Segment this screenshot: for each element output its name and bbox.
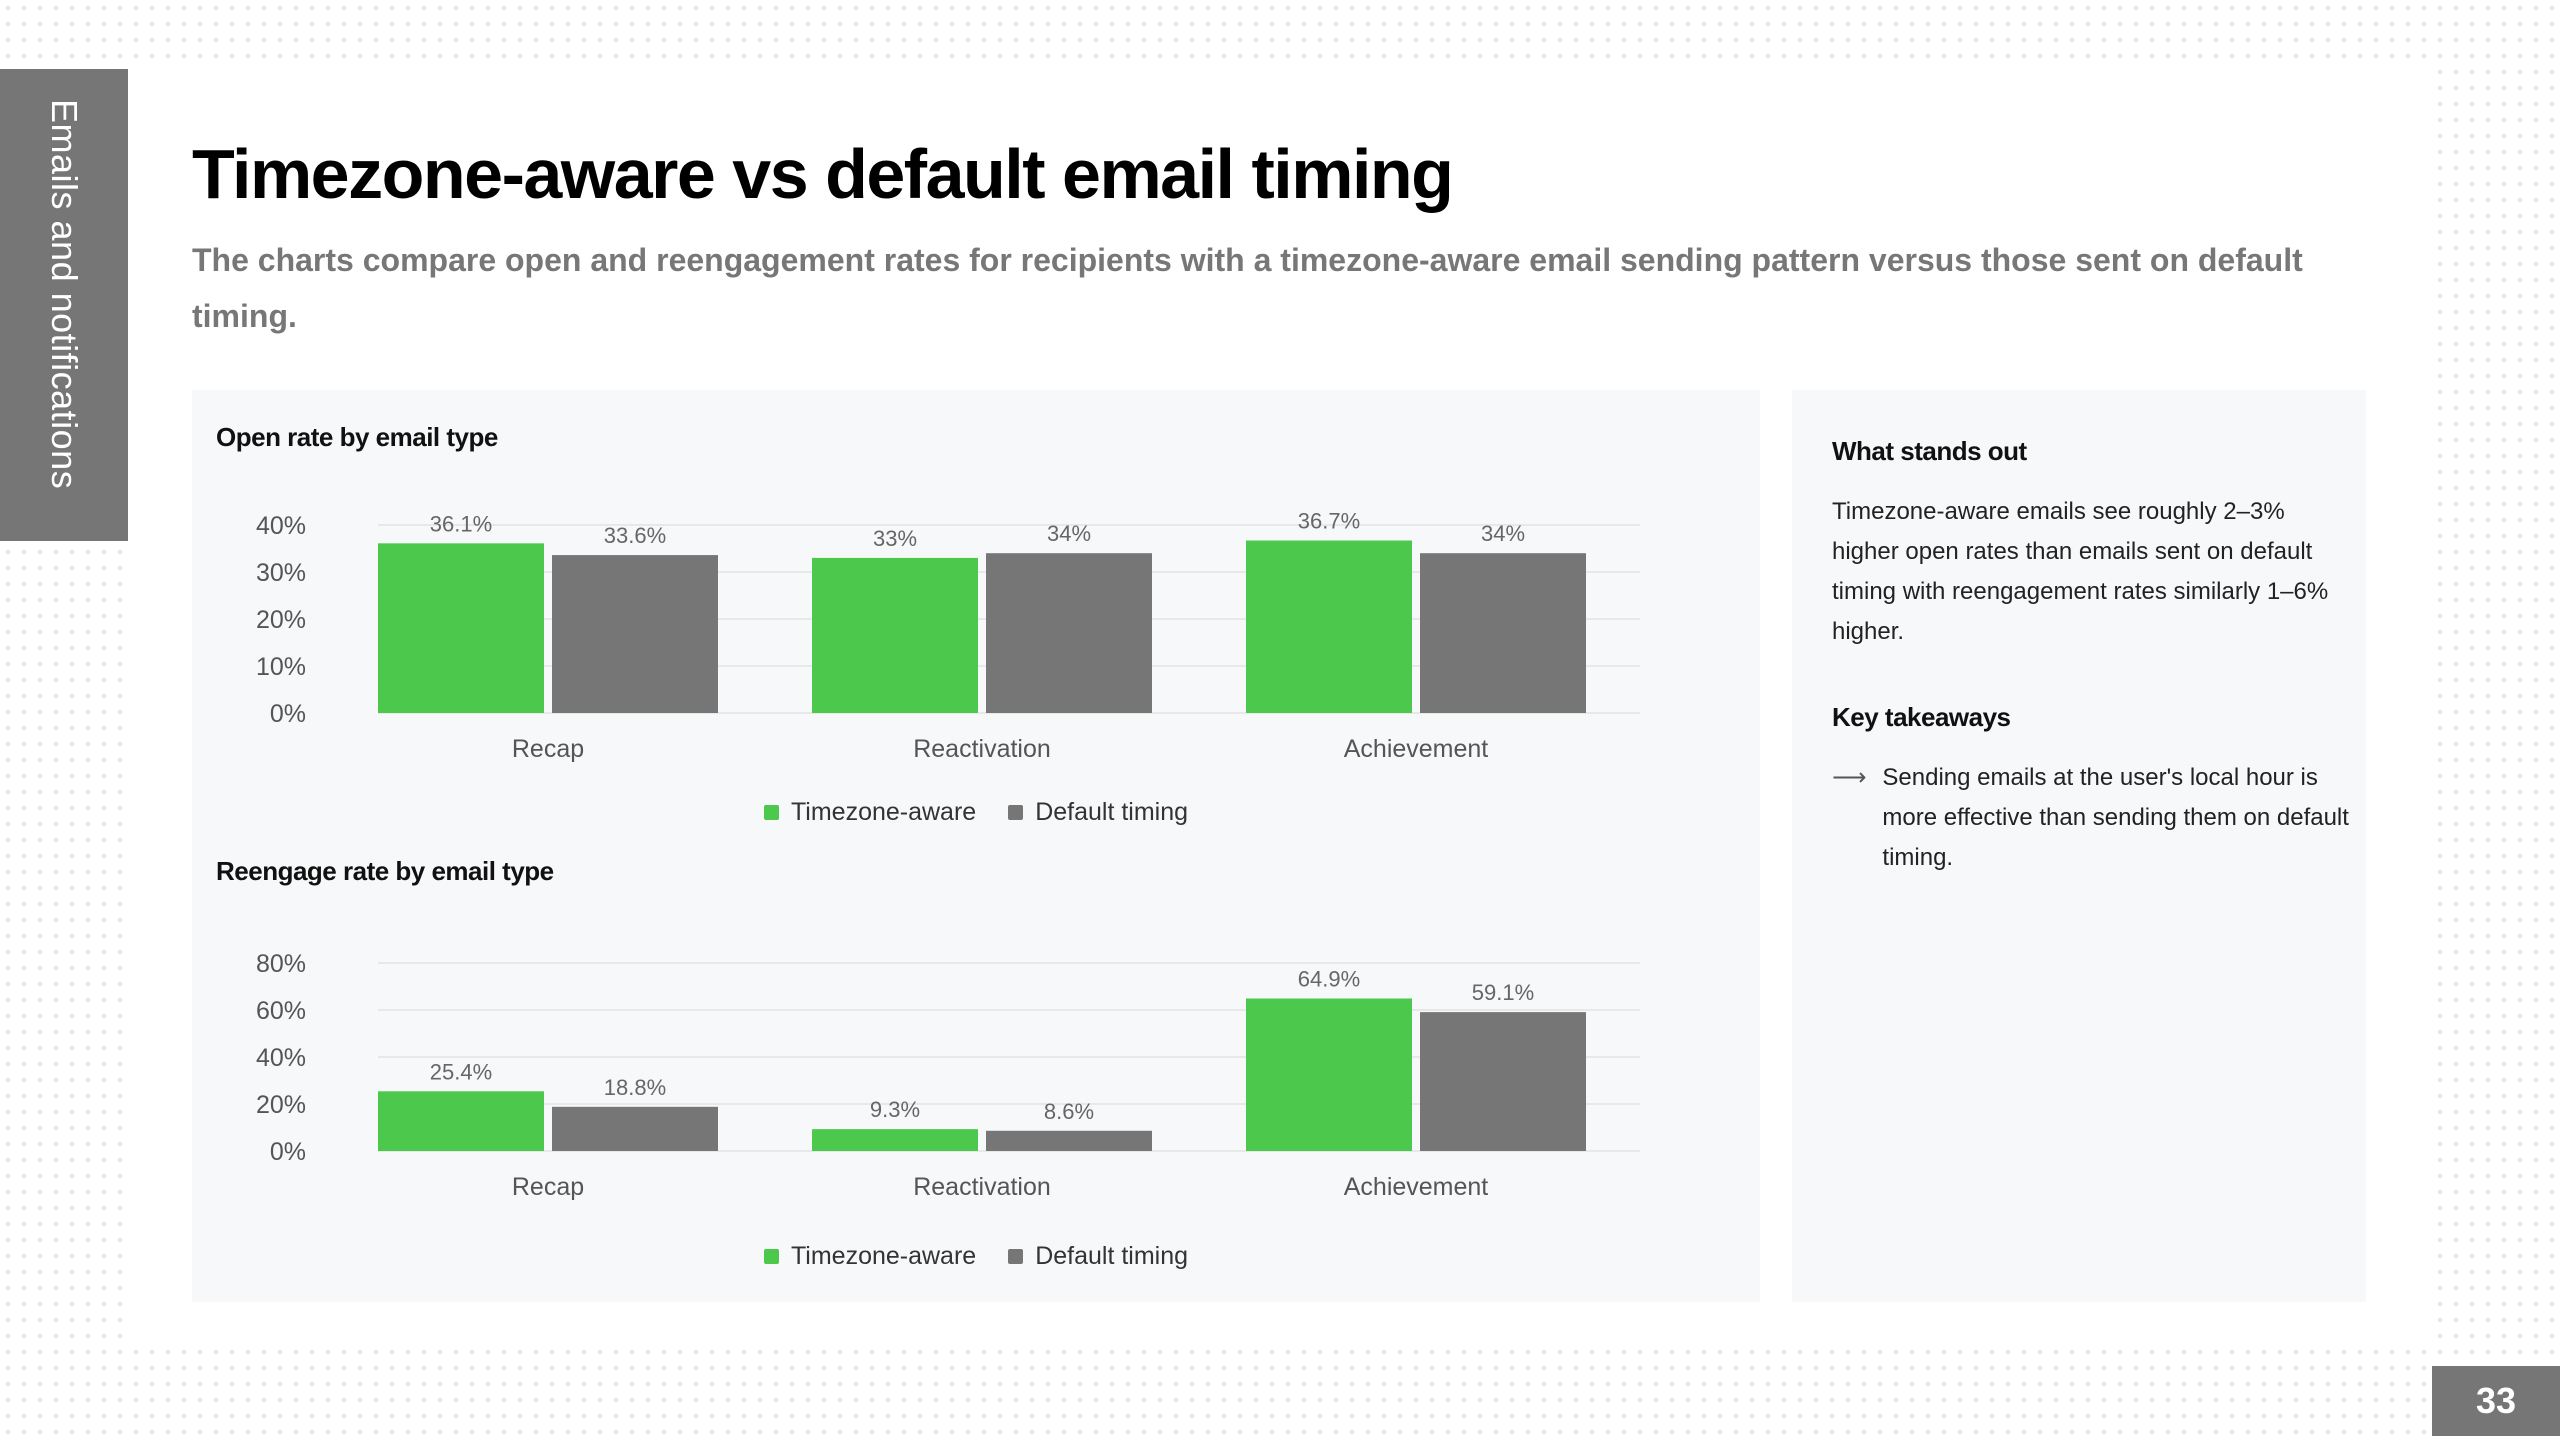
legend-label: Default timing (1035, 1242, 1189, 1270)
open-rate-chart-svg: 0% 10% 20% 30% 40% 36.1% 33.6% Recap 33% 34% React… (256, 509, 1640, 763)
x-tick-label: Achievement (1344, 735, 1489, 763)
charts-panel: Open rate by email type 0% 10% 20% 30% 40% 36… (192, 390, 1760, 1302)
takeaway-text: Sending emails at the user's local hour … (1882, 764, 2349, 871)
chart-legend: Timezone-aware Default timing (192, 798, 1760, 827)
y-tick-label: 0% (270, 1138, 306, 1166)
bar (1246, 998, 1412, 1151)
legend-swatch-gray (1008, 1249, 1024, 1264)
section-tab-label: Emails and notifications (44, 99, 85, 490)
chart-legend: Timezone-aware Default timing (192, 1242, 1760, 1271)
section-tab: Emails and notifications (0, 69, 128, 541)
data-label: 8.6% (1044, 1099, 1094, 1124)
bar (986, 1130, 1152, 1151)
x-tick-label: Recap (512, 735, 584, 763)
x-tick-label: Reactivation (913, 1173, 1051, 1201)
data-label: 25.4% (430, 1059, 492, 1084)
data-label: 36.1% (430, 511, 492, 536)
y-tick-label: 40% (256, 512, 306, 540)
bar (552, 555, 718, 713)
chart-title: Open rate by email type (216, 422, 498, 452)
y-tick-label: 80% (256, 950, 306, 978)
bar (378, 1091, 544, 1151)
open-rate-chart: Open rate by email type 0% 10% 20% 30% 40% 36… (192, 390, 1760, 834)
data-label: 34% (1481, 521, 1525, 546)
bar (812, 1129, 978, 1151)
data-label: 9.3% (870, 1097, 920, 1122)
x-tick-label: Achievement (1344, 1173, 1489, 1201)
page-number: 33 (2432, 1366, 2560, 1436)
legend-item-default-timing: Default timing (1008, 798, 1188, 827)
y-tick-label: 30% (256, 559, 306, 587)
legend-swatch-green (763, 1249, 779, 1264)
y-tick-label: 10% (256, 653, 306, 681)
data-label: 33% (873, 526, 917, 551)
data-label: 34% (1047, 521, 1091, 546)
chart-title: Reengage rate by email type (216, 856, 554, 886)
y-tick-label: 20% (256, 1091, 306, 1119)
data-label: 59.1% (1472, 980, 1534, 1005)
y-tick-label: 0% (270, 700, 306, 728)
notes-panel: What stands out Timezone-aware emails se… (1792, 390, 2366, 1302)
reengage-rate-chart-svg: 0% 20% 40% 60% 80% 25.4% 18.8% Recap 9.3% 8.6% Rea… (256, 950, 1640, 1201)
bar (552, 1106, 718, 1151)
legend-label: Default timing (1035, 798, 1189, 826)
x-tick-label: Recap (512, 1173, 584, 1201)
legend-item-default-timing: Default timing (1008, 1242, 1188, 1271)
data-label: 64.9% (1298, 966, 1360, 991)
bar (986, 553, 1152, 713)
y-tick-label: 60% (256, 997, 306, 1025)
legend-swatch-green (763, 805, 779, 820)
takeaway-item: ⟶ Sending emails at the user's local hou… (1832, 758, 2352, 878)
what-stands-out-text: Timezone-aware emails see roughly 2–3% h… (1832, 498, 2329, 645)
legend-item-timezone-aware: Timezone-aware (763, 798, 977, 827)
bar (1420, 1012, 1586, 1151)
key-takeaways-heading: Key takeaways (1832, 702, 2011, 732)
bar (378, 543, 544, 713)
reengage-rate-chart: Reengage rate by email type 0% 20% 40% 60% 8… (192, 834, 1760, 1278)
legend-item-timezone-aware: Timezone-aware (763, 1242, 977, 1271)
legend-swatch-gray (1008, 805, 1024, 820)
bar (1420, 553, 1586, 713)
data-label: 33.6% (604, 523, 666, 548)
x-tick-label: Reactivation (913, 735, 1051, 763)
legend-label: Timezone-aware (790, 798, 977, 826)
bar (1246, 540, 1412, 713)
data-label: 18.8% (604, 1075, 666, 1100)
y-tick-label: 20% (256, 606, 306, 634)
page-subtitle: The charts compare open and reengagement… (192, 242, 2303, 334)
what-stands-out-heading: What stands out (1832, 436, 2027, 466)
page-title: Timezone-aware vs default email timing (192, 135, 1454, 213)
data-label: 36.7% (1298, 509, 1360, 534)
arrow-right-icon: ⟶ (1832, 764, 1867, 791)
legend-label: Timezone-aware (790, 1242, 977, 1270)
bar (812, 557, 978, 713)
y-tick-label: 40% (256, 1044, 306, 1072)
